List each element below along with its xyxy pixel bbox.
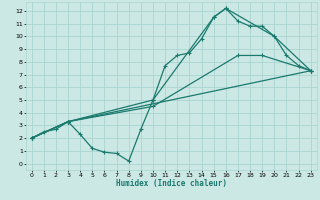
X-axis label: Humidex (Indice chaleur): Humidex (Indice chaleur): [116, 179, 227, 188]
